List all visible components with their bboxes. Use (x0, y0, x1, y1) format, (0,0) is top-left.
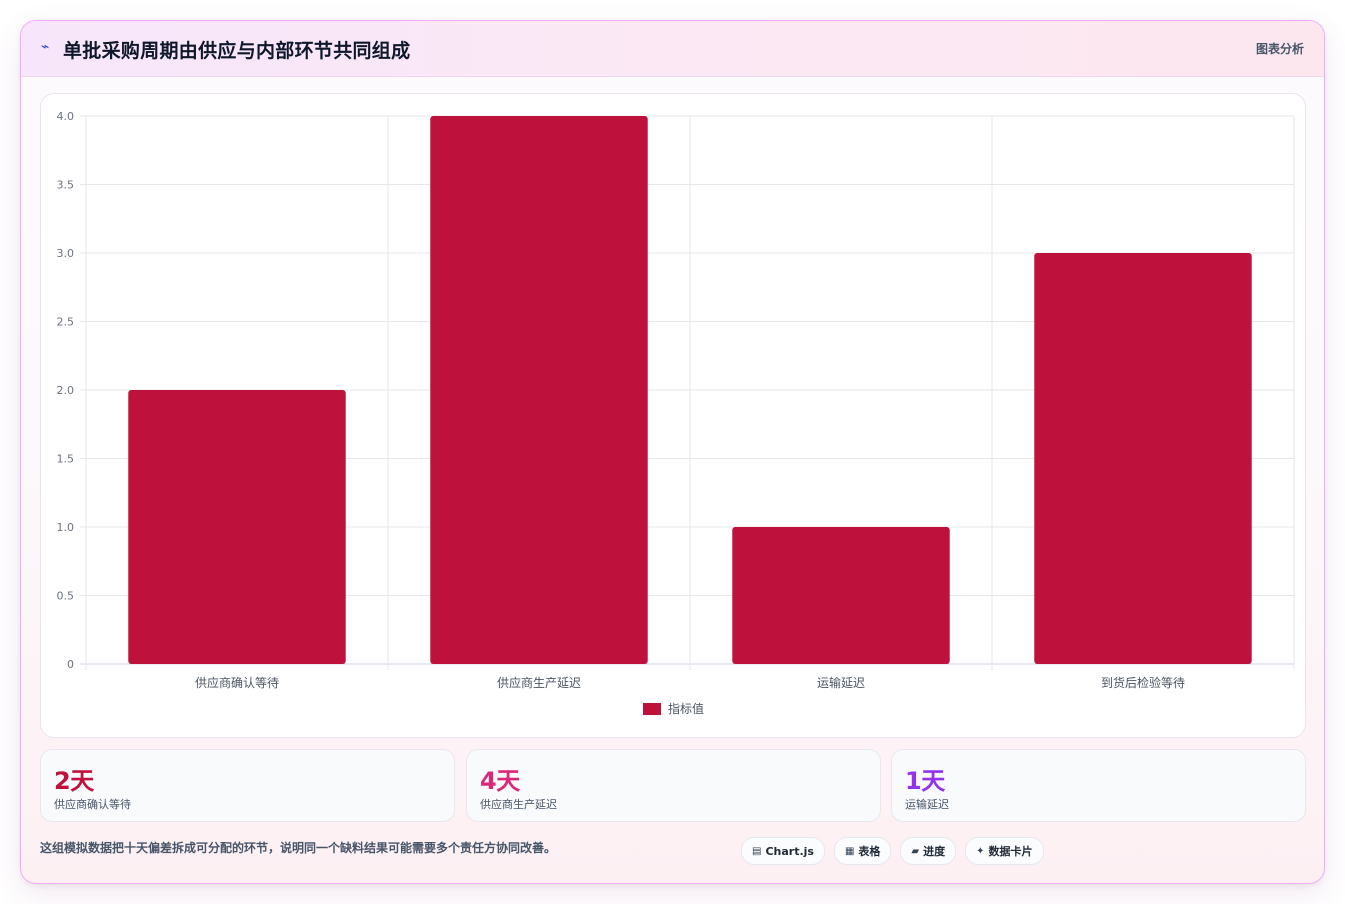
chart-container: 0 0.5 1.0 1.5 2.0 2.5 3.0 3.5 4.0 供应商确认等待 供应商生产延迟 运… (40, 93, 1306, 738)
tag-chips: ▤ Chart.js ▦ 表格 ▰ 进度 ✦ 数据卡片 (741, 837, 1044, 865)
footnote: 这组模拟数据把十天偏差拆成可分配的环节，说明同一个缺料结果可能需要多个责任方协同… (40, 841, 557, 855)
chart-icon: ▤ (752, 845, 762, 857)
chip-data-card[interactable]: ✦ 数据卡片 (965, 837, 1044, 865)
chip-label: 表格 (858, 845, 881, 858)
x-tick-label: 运输延迟 (817, 675, 865, 690)
bar-2 (430, 116, 648, 664)
bar-chart: 0 0.5 1.0 1.5 2.0 2.5 3.0 3.5 4.0 供应商确认等待 供应商生产延迟 运… (57, 110, 1295, 716)
y-tick-label: 3.5 (57, 179, 75, 192)
stat-label: 供应商确认等待 (54, 798, 131, 811)
bar-1 (128, 390, 346, 664)
page-title: 单批采购周期由供应与内部环节共同组成 (63, 40, 411, 62)
y-tick-label: 1.0 (57, 521, 75, 534)
bar-4 (1034, 253, 1252, 664)
y-tick-label: 0.5 (57, 590, 75, 603)
header-tag: 图表分析 (1255, 42, 1304, 56)
stat-card-transport: 1天 运输延迟 (891, 749, 1306, 822)
y-tick-label: 4.0 (57, 110, 75, 123)
stat-label: 供应商生产延迟 (480, 798, 557, 811)
card-header: ⌁ 单批采购周期由供应与内部环节共同组成 图表分析 (21, 21, 1324, 77)
chip-label: 数据卡片 (988, 845, 1033, 858)
chip-table[interactable]: ▦ 表格 (833, 837, 892, 865)
stat-value: 1天 (905, 767, 945, 795)
x-tick-label: 供应商确认等待 (195, 675, 279, 690)
x-tick-label: 到货后检验等待 (1101, 675, 1185, 690)
stat-label: 运输延迟 (905, 798, 949, 811)
progress-icon: ▰ (911, 845, 920, 857)
y-tick-label: 2.5 (57, 316, 75, 329)
chip-chartjs[interactable]: ▤ Chart.js (741, 837, 825, 865)
bar-3 (732, 527, 950, 664)
chart-line-icon: ⌁ (41, 39, 50, 55)
stat-card-confirm: 2天 供应商确认等待 (40, 749, 455, 822)
chip-label: Chart.js (765, 844, 814, 858)
x-tick-label: 供应商生产延迟 (497, 675, 581, 690)
y-tick-label: 0 (67, 658, 74, 671)
chart-card: ⌁ 单批采购周期由供应与内部环节共同组成 图表分析 0 0.5 1.0 1.5 2.0 2… (20, 20, 1325, 884)
stat-value: 4天 (480, 767, 520, 795)
legend-label: 指标值 (668, 701, 704, 716)
chip-progress[interactable]: ▰ 进度 (900, 837, 957, 865)
y-tick-label: 2.0 (57, 384, 75, 397)
chip-label: 进度 (923, 845, 946, 858)
y-tick-label: 3.0 (57, 247, 75, 260)
legend: 指标值 (643, 701, 704, 716)
stat-card-production: 4天 供应商生产延迟 (466, 749, 881, 822)
y-tick-label: 1.5 (57, 453, 75, 466)
sparkle-icon: ✦ (976, 845, 985, 857)
legend-swatch (643, 703, 661, 715)
table-icon: ▦ (844, 845, 855, 857)
stat-value: 2天 (54, 767, 94, 795)
